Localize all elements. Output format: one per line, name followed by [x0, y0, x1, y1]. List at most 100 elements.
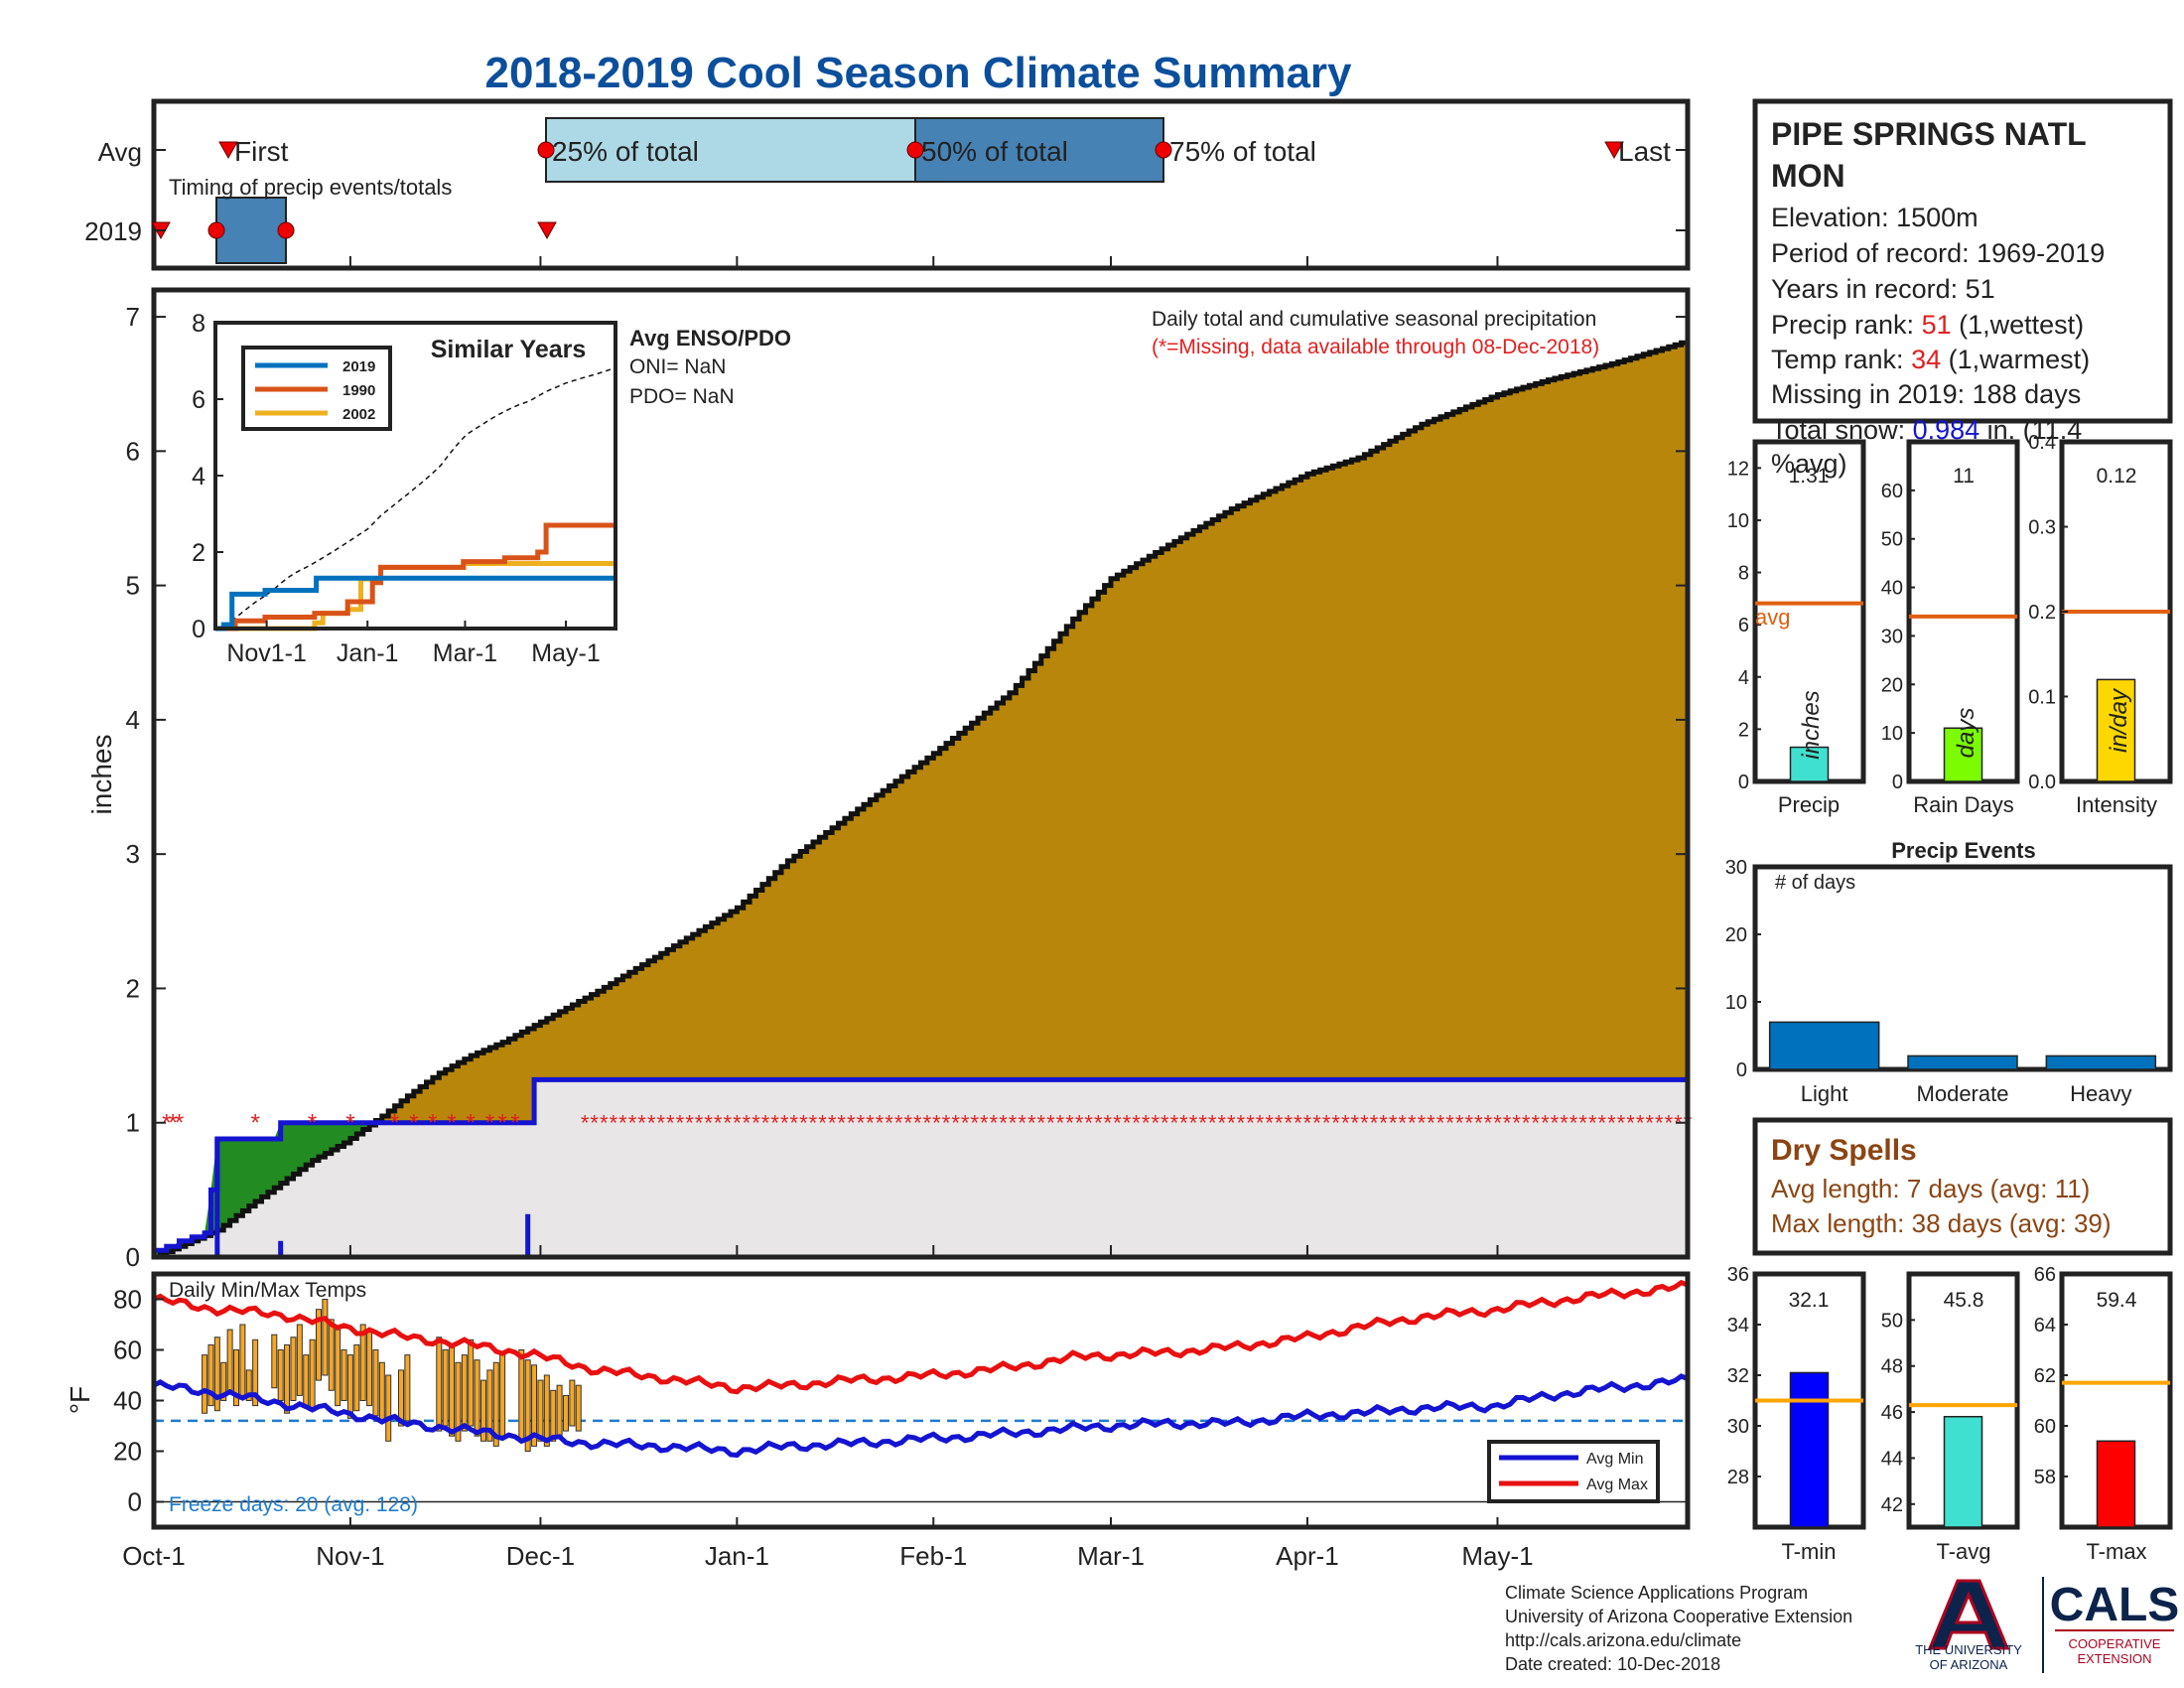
missing-star-10: *	[467, 1110, 476, 1137]
missing-star-late-18: *	[751, 1111, 760, 1136]
missing-star-late-89: *	[1427, 1111, 1435, 1136]
missing-star-late-53: *	[1084, 1111, 1093, 1136]
temp-legend-box	[1487, 1440, 1660, 1503]
temp-observed-bar-34	[461, 1354, 468, 1432]
missing-star-late-106: *	[1588, 1111, 1597, 1136]
missing-star-late-4: *	[618, 1111, 627, 1136]
missing-star-7: *	[409, 1110, 418, 1137]
missing-star-late-20: *	[770, 1111, 779, 1136]
missing-star-late-64: *	[1189, 1111, 1198, 1136]
dry-avg-length: Avg length: 7 days (avg: 11)	[1771, 1174, 2090, 1203]
inset-series-2019	[215, 575, 615, 632]
missing-star-late-113: *	[1655, 1111, 1664, 1136]
intensity-panel-bar	[2096, 678, 2136, 782]
intensity-bar-label: Intensity	[2076, 792, 2157, 817]
temp-observed-bar-36	[474, 1359, 480, 1437]
main-ylabel: inches	[86, 735, 117, 815]
temp-observed-bar-22	[353, 1343, 360, 1412]
missing-star-late-97: *	[1503, 1111, 1512, 1136]
temp-observed-bar-1	[207, 1343, 214, 1407]
missing-star-late-36: *	[923, 1111, 932, 1136]
enso-title: Avg ENSO/PDO	[629, 326, 791, 351]
missing-star-late-25: *	[818, 1111, 827, 1136]
dry-frame	[1752, 1117, 2173, 1256]
missing-star-late-86: *	[1398, 1111, 1407, 1136]
missing-star-late-66: *	[1208, 1111, 1217, 1136]
raindays-panel-ytick-label-6: 60	[1881, 481, 1903, 502]
temp-frame	[151, 1271, 1691, 1530]
missing-star-late-5: *	[628, 1111, 637, 1136]
missing-star-late-50: *	[1056, 1111, 1065, 1136]
oni-value: ONI= NaN	[629, 355, 726, 378]
missing-star-late-15: *	[723, 1111, 732, 1136]
xtick-label-6: Apr-1	[1276, 1541, 1339, 1571]
missing-star-late-74: *	[1285, 1111, 1294, 1136]
missing-star-late-13: *	[704, 1111, 713, 1136]
missing-star-late-31: *	[876, 1111, 885, 1136]
missing-star-late-3: *	[610, 1111, 618, 1136]
missing-star-late-82: *	[1360, 1111, 1369, 1136]
temp-observed-bar-21	[346, 1354, 353, 1419]
missing-star-1: *	[168, 1110, 177, 1137]
xtick-label-3: Jan-1	[705, 1541, 769, 1571]
precip-panel-ytick-label-5: 10	[1727, 510, 1749, 532]
precip-rank-note: (1,wettest)	[1952, 310, 2085, 340]
station-period: Period of record: 1969-2019	[1771, 238, 2105, 268]
events-ytick-label-1: 10	[1725, 992, 1747, 1014]
observed-cumulative-area	[154, 1079, 1688, 1257]
missing-star-late-67: *	[1217, 1111, 1226, 1136]
missing-star-late-76: *	[1303, 1111, 1312, 1136]
missing-star-late-54: *	[1094, 1111, 1103, 1136]
missing-star-late-90: *	[1436, 1111, 1445, 1136]
station-frame	[1752, 98, 2173, 424]
station-elevation: Elevation: 1500m	[1771, 203, 1979, 232]
events-ylabel: # of days	[1775, 872, 1855, 894]
missing-star-late-108: *	[1607, 1111, 1616, 1136]
missing-star-late-70: *	[1246, 1111, 1255, 1136]
missing-star-5: *	[345, 1110, 354, 1137]
events-ytick-label-3: 30	[1725, 857, 1747, 879]
missing-star-late-28: *	[847, 1111, 856, 1136]
university-arizona-logo: THE UNIVERSITY OF ARIZONA	[1915, 1579, 2022, 1672]
missing-star-late-7: *	[647, 1111, 656, 1136]
temp-observed-bar-13	[296, 1324, 303, 1396]
missing-star-late-29: *	[857, 1111, 866, 1136]
raindays-panel-ytick-label-1: 10	[1881, 723, 1903, 745]
missing-star-12: *	[497, 1110, 506, 1137]
temp-observed-bar-27	[385, 1374, 392, 1442]
footer-line1: Climate Science Applications Program	[1505, 1583, 1808, 1603]
timing-2019-box	[215, 197, 287, 264]
tmin-panel-ytick-label-1: 30	[1727, 1416, 1749, 1438]
raindays-panel-ytick-label-0: 0	[1892, 772, 1903, 793]
precip-panel-ytick-label-3: 6	[1738, 615, 1749, 636]
missing-star-late-37: *	[932, 1111, 941, 1136]
missing-star-late-71: *	[1256, 1111, 1265, 1136]
temp-observed-bar-9	[271, 1334, 278, 1389]
footer-line3: http://cals.arizona.edu/climate	[1505, 1630, 1741, 1650]
timing-last-label: Last	[1618, 136, 1671, 167]
precip-panel-ytick-label-4: 8	[1738, 563, 1749, 585]
inset-xtick-label-2: Mar-1	[433, 639, 497, 667]
missing-star-late-41: *	[970, 1111, 979, 1136]
missing-star-late-94: *	[1474, 1111, 1483, 1136]
surplus-area	[154, 1122, 370, 1257]
temp-observed-bar-8	[252, 1338, 259, 1407]
events-ytick-label-2: 20	[1725, 924, 1747, 946]
missing-star-3: *	[250, 1110, 259, 1137]
timing-p25-label: 25% of total	[552, 136, 699, 167]
xtick-label-4: Feb-1	[899, 1541, 967, 1571]
missing-star-late-60: *	[1151, 1111, 1160, 1136]
tavg-panel-ytick-label-2: 46	[1881, 1402, 1903, 1424]
footer: Climate Science Applications Program Uni…	[1505, 1577, 2179, 1674]
intensity-panel-ytick-label-2: 0.2	[2028, 602, 2056, 624]
tavg-value: 45.8	[1944, 1289, 1984, 1312]
missing-star-late-61: *	[1160, 1111, 1169, 1136]
intensity-panel-ytick-label-3: 0.3	[2028, 517, 2056, 539]
main-annotation: Daily total and cumulative seasonal prec…	[1152, 308, 1596, 331]
precip-panel-ytick-label-1: 2	[1738, 719, 1749, 741]
timing-frame	[151, 98, 1691, 271]
missing-star-6: *	[390, 1110, 399, 1137]
precip-unit: inches	[1798, 690, 1825, 759]
missing-star-late-12: *	[695, 1111, 704, 1136]
